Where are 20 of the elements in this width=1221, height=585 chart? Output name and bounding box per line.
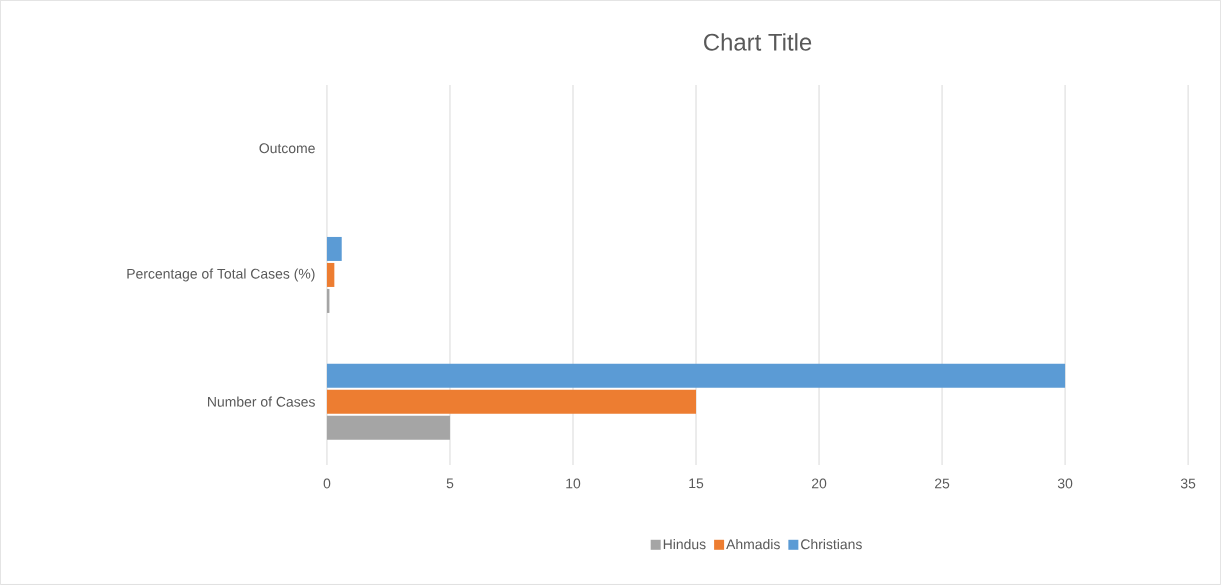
bar (326, 363, 1066, 388)
x-tick-label: 25 (935, 478, 950, 489)
x-tick-label: 35 (1180, 478, 1196, 489)
legend-label: Christians (801, 539, 862, 550)
x-tick-label: 0 (323, 478, 331, 489)
x-tick-label: 5 (446, 478, 454, 489)
y-tick-label: Outcome (259, 143, 315, 154)
bar (326, 389, 697, 414)
bar (326, 415, 450, 440)
x-tick-label: 15 (689, 478, 704, 489)
x-tick-label: 20 (811, 478, 827, 489)
legend-label: Hindus (663, 539, 706, 550)
bar (326, 262, 335, 287)
legend-label: Ahmadis (726, 539, 780, 550)
bar (326, 236, 342, 261)
x-tick-label: 10 (566, 478, 581, 489)
y-tick-label: Percentage of Total Cases (%) (127, 268, 315, 282)
x-tick-label: 30 (1057, 478, 1073, 489)
chart-title: Chart Title (704, 33, 812, 51)
y-tick-label: Number of Cases (208, 396, 315, 407)
